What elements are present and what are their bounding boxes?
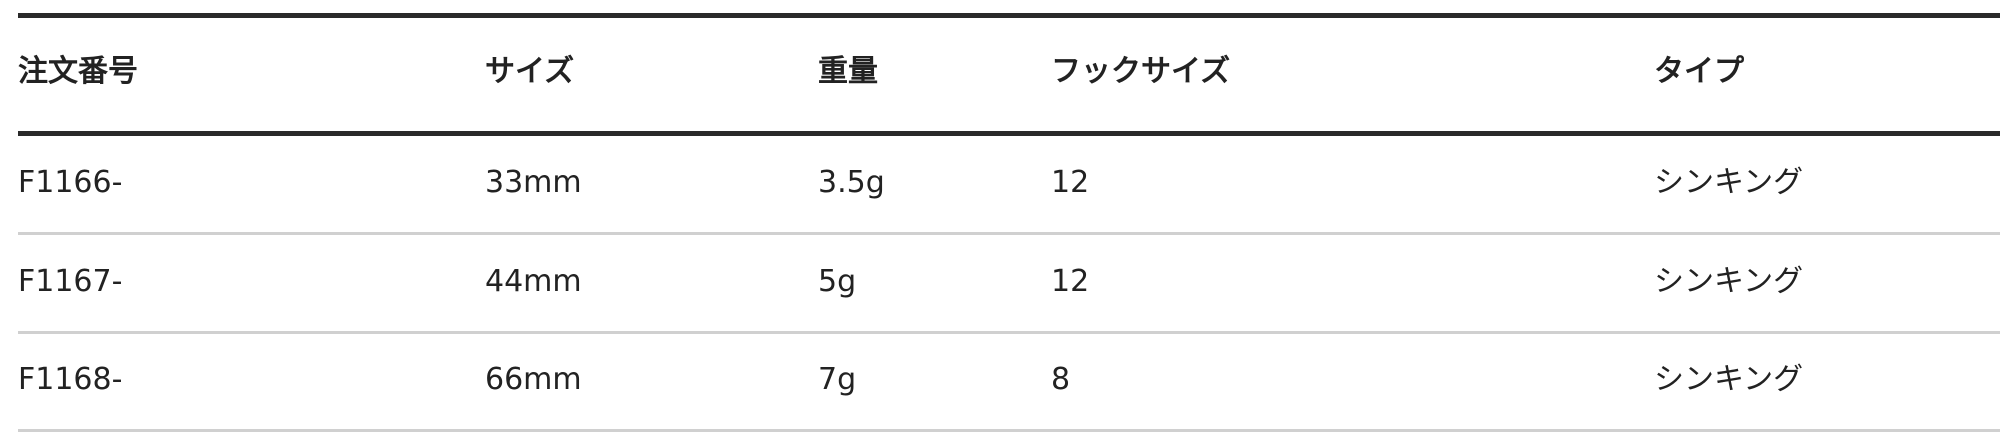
header-hook-size: フックサイズ — [1051, 54, 1231, 89]
header-divider — [18, 131, 2000, 136]
cell-order-number: F1168- — [18, 362, 123, 397]
row-divider — [18, 232, 2000, 235]
cell-order-number: F1166- — [18, 165, 123, 200]
cell-weight: 7g — [818, 362, 857, 397]
table-top-border — [18, 13, 2000, 18]
cell-hook-size: 12 — [1051, 264, 1090, 299]
header-weight: 重量 — [818, 54, 878, 89]
row-divider — [18, 331, 2000, 334]
cell-type: シンキング — [1654, 264, 1804, 299]
cell-type: シンキング — [1654, 165, 1804, 200]
cell-order-number: F1167- — [18, 264, 123, 299]
cell-hook-size: 12 — [1051, 165, 1090, 200]
row-divider — [18, 429, 2000, 432]
cell-size: 33mm — [485, 165, 582, 200]
header-type: タイプ — [1654, 54, 1744, 89]
cell-weight: 5g — [818, 264, 857, 299]
header-order-number: 注文番号 — [18, 54, 138, 89]
cell-weight: 3.5g — [818, 165, 885, 200]
cell-size: 44mm — [485, 264, 582, 299]
cell-hook-size: 8 — [1051, 362, 1071, 397]
cell-size: 66mm — [485, 362, 582, 397]
cell-type: シンキング — [1654, 362, 1804, 397]
header-size: サイズ — [485, 54, 575, 89]
